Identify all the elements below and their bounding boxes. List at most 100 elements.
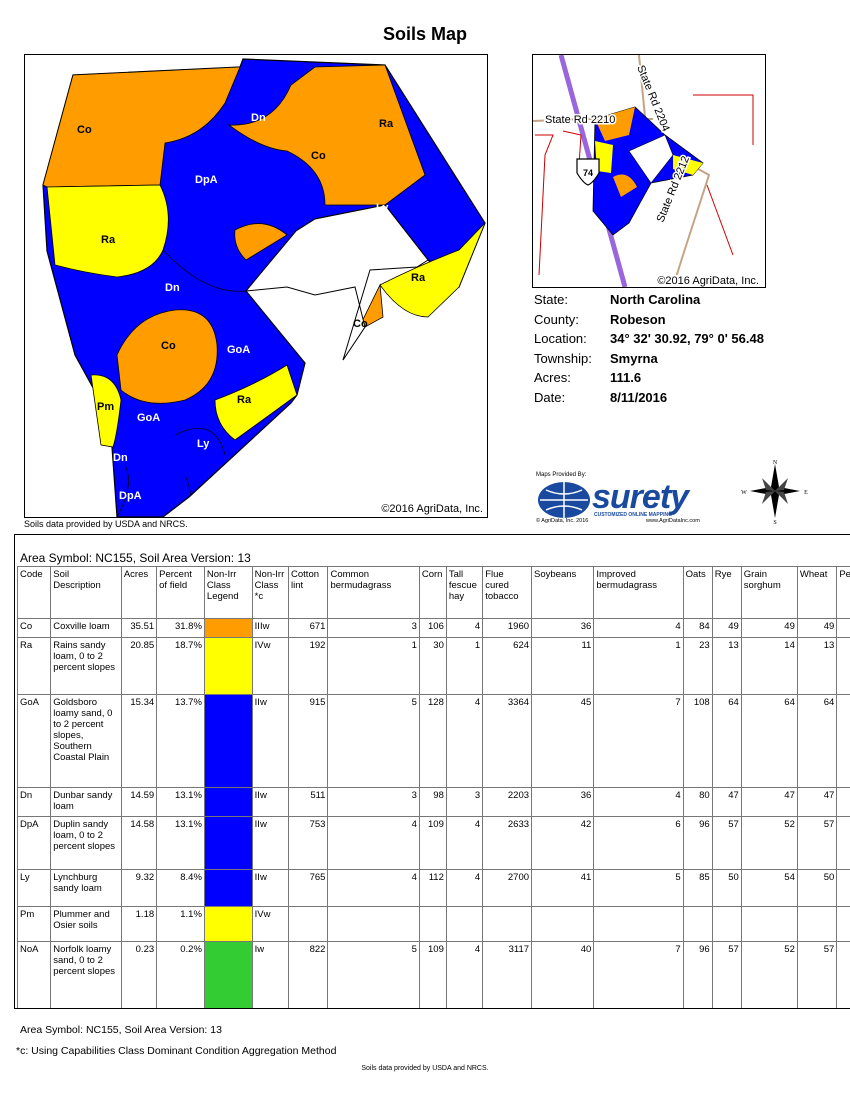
location-map-copyright: ©2016 AgriData, Inc. — [655, 275, 761, 287]
table-row: GoA Goldsboro loamy sand, 0 to 2 percent … — [16, 694, 850, 788]
compass-s: S — [773, 520, 776, 524]
table-cell-code: Co — [16, 618, 52, 638]
table-cell-ibg: 1 — [593, 637, 684, 695]
map-label: Ra — [411, 272, 426, 284]
location-map[interactable]: 74 State Rd 2210 State Rd 2204 State Rd … — [532, 54, 766, 288]
table-cell-pct: 8.4% — [156, 869, 205, 907]
table-cell-ibg: 7 — [593, 694, 684, 788]
table-cell-pct: 0.2% — [156, 941, 205, 1008]
globe-icon — [538, 482, 590, 518]
table-cell-ibg: 6 — [593, 816, 684, 870]
table-cell-cbg: 5 — [327, 694, 420, 788]
table-row: Ra Rains sandy loam, 0 to 2 percent slope… — [16, 637, 850, 695]
map-label: Ly — [197, 438, 210, 450]
table-cell-wheat — [796, 906, 838, 942]
class-legend-swatch — [203, 637, 253, 695]
column-header: Non-Irr Class *c — [251, 566, 290, 619]
table-cell-rye: 47 — [711, 787, 742, 817]
road-label: State Rd 2210 — [545, 114, 615, 126]
table-cell-tob — [482, 906, 533, 942]
table-cell-tfh: 4 — [445, 618, 484, 638]
table-cell-cotton: 822 — [288, 941, 329, 1008]
soils-map[interactable]: Co Dn Ra Co DpA Ly NoA Ra Ra Dn Co Co Go… — [24, 54, 488, 518]
table-cell-pean — [836, 906, 850, 942]
table-cell-desc: Duplin sandy loam, 0 to 2 percent slopes — [50, 816, 122, 870]
table-cell-rye: 64 — [711, 694, 742, 788]
info-value: 34° 32' 30.92, 79° 0' 56.48 — [610, 331, 764, 346]
table-cell-acres: 14.59 — [120, 787, 158, 817]
soil-zone-ra — [379, 222, 486, 318]
table-cell-cbg: 4 — [327, 869, 420, 907]
soil-zone-ra — [46, 184, 169, 278]
table-cell-cotton: 192 — [288, 637, 329, 695]
column-header: Improved bermudagrass — [593, 566, 684, 619]
logo-provided-by: Maps Provided By: — [536, 472, 587, 478]
table-cell-acres: 35.51 — [120, 618, 158, 638]
table-cell-rye: 57 — [711, 941, 742, 1008]
info-key: State: — [534, 292, 568, 307]
column-header: Acres — [120, 566, 158, 619]
table-cell-pct: 13.1% — [156, 787, 205, 817]
table-cell-code: GoA — [16, 694, 52, 788]
surety-logo: Maps Provided By: surety CUSTOMIZED ONLI… — [534, 472, 724, 526]
class-legend-swatch — [203, 941, 253, 1008]
table-cell-wheat: 64 — [796, 694, 838, 788]
table-cell-pct: 1.1% — [156, 906, 205, 942]
map-label: GoA — [137, 412, 160, 424]
compass-rose-icon: N S W E — [740, 458, 810, 526]
map-label: Dn — [113, 452, 128, 464]
table-cell-pean: 39 — [836, 694, 850, 788]
table-cell-pean: 28 — [836, 816, 850, 870]
table-cell-cotton: 511 — [288, 787, 329, 817]
column-header: Common bermudagrass — [327, 566, 420, 619]
table-cell-gs: 52 — [740, 816, 798, 870]
footer-area-symbol: Area Symbol: NC155, Soil Area Version: 1… — [20, 1024, 222, 1036]
map-label: Ra — [101, 234, 116, 246]
table-cell-desc: Lynchburg sandy loam — [50, 869, 122, 907]
table-cell-cls: IIw — [251, 869, 290, 907]
table-cell-tfh: 4 — [445, 816, 484, 870]
table-cell-desc: Dunbar sandy loam — [50, 787, 122, 817]
table-cell-pean: 6 — [836, 637, 850, 695]
table-cell-corn — [418, 906, 447, 942]
table-cell-gs: 52 — [740, 941, 798, 1008]
table-cell-soy: 36 — [531, 618, 595, 638]
table-cell-soy: 36 — [531, 787, 595, 817]
table-row: Pm Plummer and Osier soils 1.18 1.1% IVw — [16, 906, 850, 942]
info-key: Acres: — [534, 370, 571, 385]
table-cell-corn: 109 — [418, 941, 447, 1008]
legend-color — [205, 619, 252, 637]
table-cell-cotton: 915 — [288, 694, 329, 788]
info-value: Smyrna — [610, 350, 658, 366]
map-label: DpA — [119, 490, 142, 502]
table-cell-oats: 96 — [682, 816, 713, 870]
column-header: Soil Description — [50, 566, 122, 619]
table-cell-ibg: 5 — [593, 869, 684, 907]
table-cell-tob: 2633 — [482, 816, 533, 870]
logo-tagline: CUSTOMIZED ONLINE MAPPING — [594, 512, 672, 518]
table-cell-tfh: 4 — [445, 694, 484, 788]
table-cell-tob: 2203 — [482, 787, 533, 817]
table-cell-oats: 84 — [682, 618, 713, 638]
logo-footer-left: © AgriData, Inc. 2016 — [536, 518, 589, 524]
table-cell-desc: Goldsboro loamy sand, 0 to 2 percent slo… — [50, 694, 122, 788]
field-thumbnail-zone — [613, 174, 637, 197]
table-cell-cotton — [288, 906, 329, 942]
legend-color — [205, 942, 252, 1008]
table-cell-cls: Iw — [251, 941, 290, 1008]
table-cell-acres: 15.34 — [120, 694, 158, 788]
soils-map-graphic: Co Dn Ra Co DpA Ly NoA Ra Ra Dn Co Co Go… — [42, 58, 486, 517]
soils-table: Code Soil Description Acres Percent of f… — [16, 566, 850, 1008]
field-notch — [244, 204, 429, 361]
column-header: Soybeans — [531, 566, 595, 619]
map-label: Dn — [251, 112, 266, 124]
table-cell-cls: IVw — [251, 637, 290, 695]
table-cell-wheat: 49 — [796, 618, 838, 638]
table-cell-code: NoA — [16, 941, 52, 1008]
table-cell-ibg: 4 — [593, 787, 684, 817]
map-copyright: ©2016 AgriData, Inc. — [381, 503, 483, 515]
table-cell-cls: IIIw — [251, 618, 290, 638]
page-title: Soils Map — [382, 24, 467, 44]
soils-table-panel: Area Symbol: NC155, Soil Area Version: 1… — [14, 534, 850, 1009]
footer-note: *c: Using Capabilities Class Dominant Co… — [16, 1045, 337, 1057]
